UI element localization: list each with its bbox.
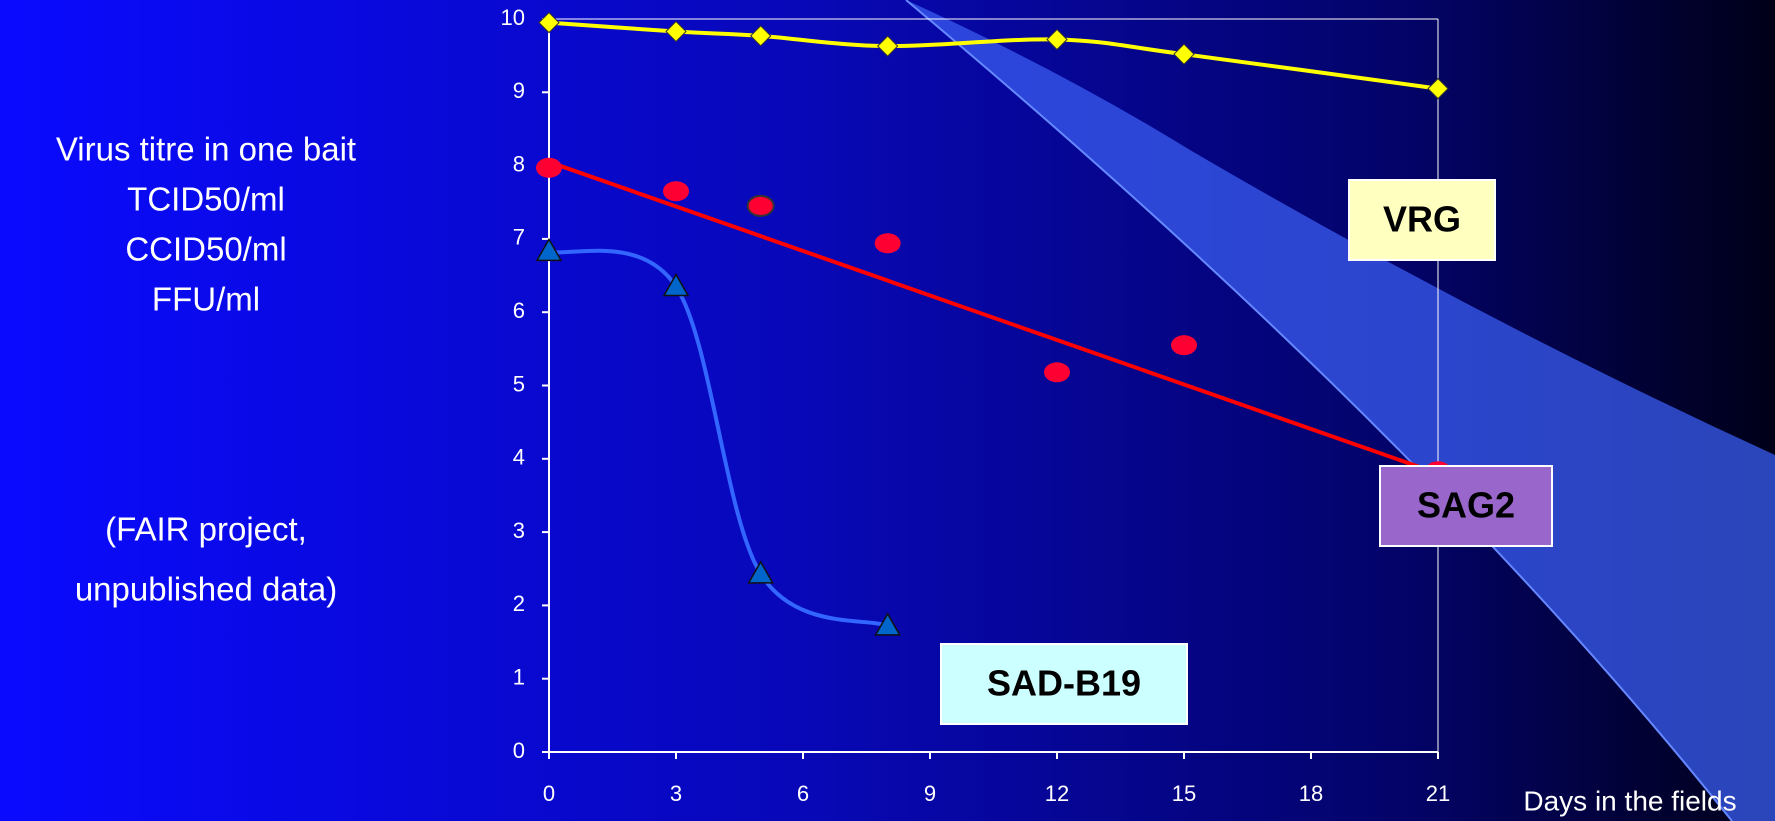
note: unpublished data) xyxy=(75,571,337,608)
y-tick-label: 5 xyxy=(513,371,525,396)
x-tick-label: 18 xyxy=(1299,781,1323,806)
y-tick-label: 3 xyxy=(513,518,525,543)
x-tick-label: 21 xyxy=(1426,781,1450,806)
y-axis-label: CCID50/ml xyxy=(125,231,286,268)
note: (FAIR project, xyxy=(105,511,307,548)
marker xyxy=(536,158,562,178)
y-tick-label: 7 xyxy=(513,225,525,250)
marker xyxy=(663,181,689,201)
y-axis-label: Virus titre in one bait xyxy=(56,131,356,168)
series-label: VRG xyxy=(1383,199,1461,240)
y-tick-label: 8 xyxy=(513,151,525,176)
y-tick-label: 1 xyxy=(513,665,525,690)
y-tick-label: 9 xyxy=(513,78,525,103)
y-tick-label: 4 xyxy=(513,445,525,470)
marker xyxy=(1044,362,1070,382)
chart: Virus titre in one bait TCID50/ml CCID50/m… xyxy=(0,0,1775,821)
marker xyxy=(748,196,774,216)
y-tick-label: 0 xyxy=(513,738,525,763)
y-axis-label: TCID50/ml xyxy=(127,181,285,218)
y-tick-label: 6 xyxy=(513,298,525,323)
marker xyxy=(1171,335,1197,355)
y-tick-label: 2 xyxy=(513,591,525,616)
x-tick-label: 12 xyxy=(1045,781,1069,806)
y-axis-label: FFU/ml xyxy=(152,281,260,318)
x-tick-label: 0 xyxy=(543,781,555,806)
slide: Virus titre in one bait TCID50/ml CCID50/m… xyxy=(0,0,1775,821)
y-tick-label: 10 xyxy=(501,5,525,30)
series-label: SAD-B19 xyxy=(987,663,1141,704)
x-axis-label: Days in the fields xyxy=(1523,785,1736,816)
series-label: SAG2 xyxy=(1417,485,1515,526)
x-tick-label: 9 xyxy=(924,781,936,806)
x-tick-label: 6 xyxy=(797,781,809,806)
x-tick-label: 15 xyxy=(1172,781,1196,806)
x-tick-label: 3 xyxy=(670,781,682,806)
marker xyxy=(875,233,901,253)
